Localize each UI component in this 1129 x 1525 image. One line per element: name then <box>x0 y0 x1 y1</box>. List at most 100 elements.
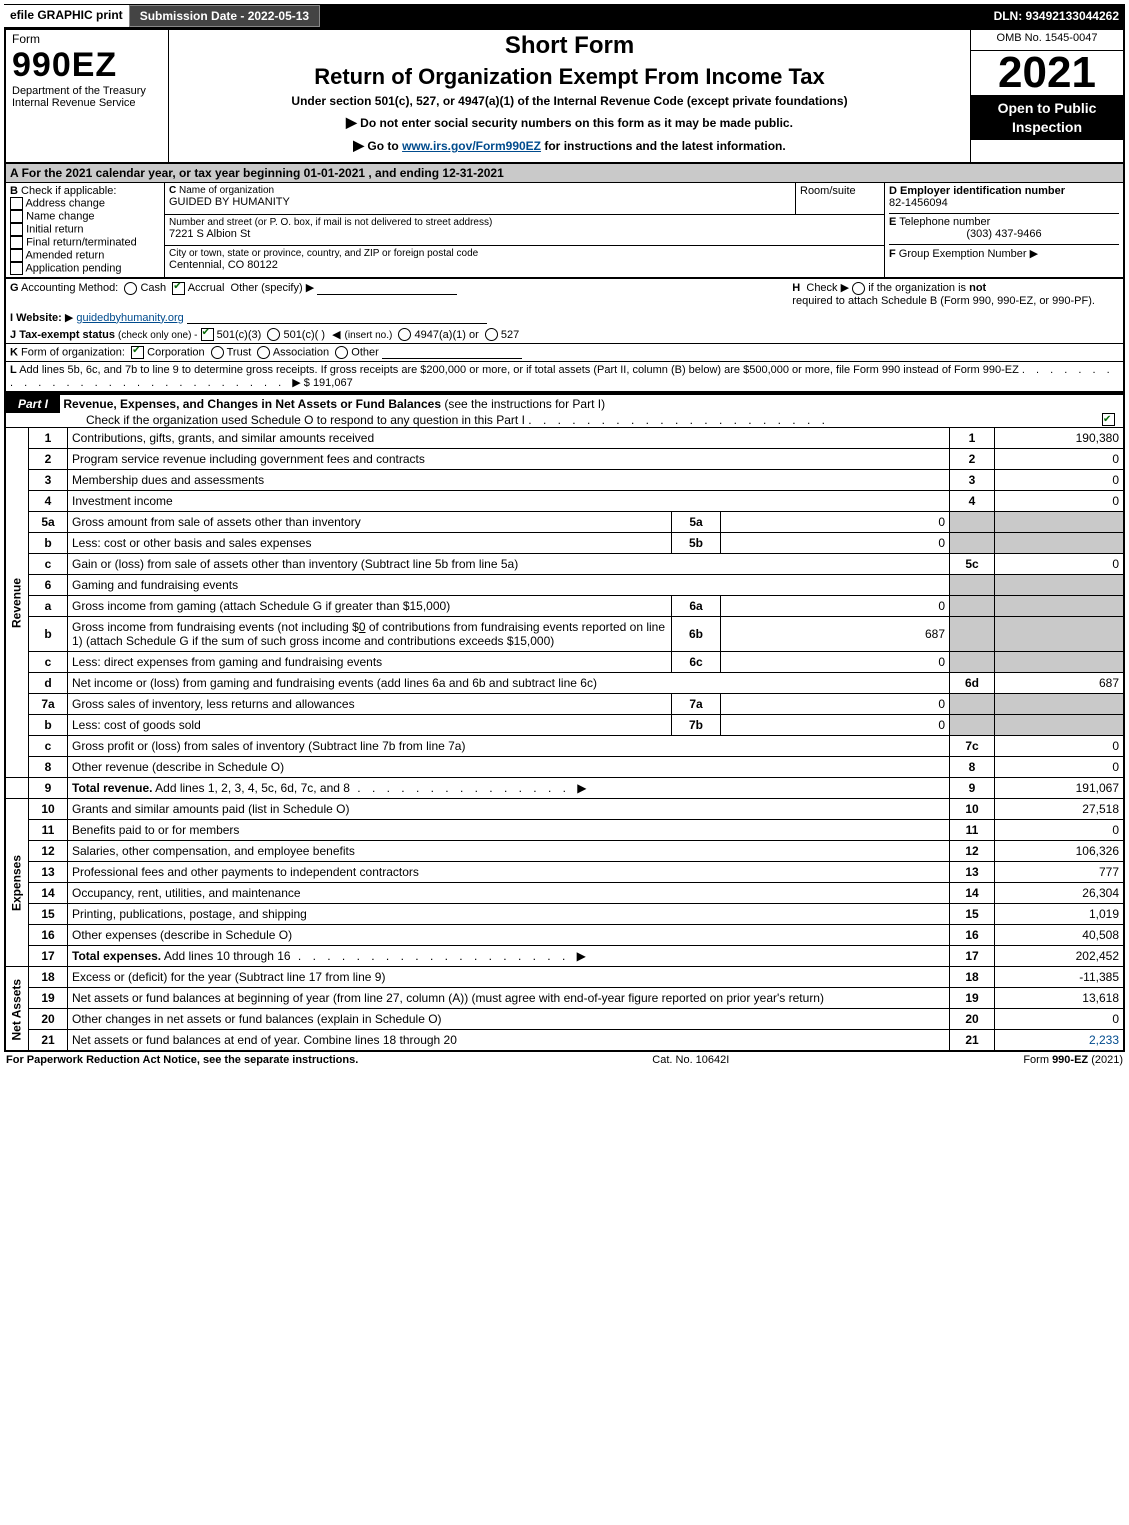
line-5c-desc: Gain or (loss) from sale of assets other… <box>68 554 950 575</box>
tax-year: 2021 <box>971 51 1123 95</box>
other-method-input[interactable] <box>317 282 457 295</box>
line-18-desc: Excess or (deficit) for the year (Subtra… <box>68 967 950 988</box>
line-3-value: 0 <box>995 470 1125 491</box>
line-10-desc: Grants and similar amounts paid (list in… <box>68 799 950 820</box>
line-20-value: 0 <box>995 1009 1125 1030</box>
netassets-label: Net Assets <box>5 967 29 1052</box>
part1-title: Revenue, Expenses, and Changes in Net As… <box>63 397 441 411</box>
line-17-desc: Total expenses. Add lines 10 through 16 … <box>68 946 950 967</box>
line-7a-desc: Gross sales of inventory, less returns a… <box>68 694 672 715</box>
street-address: 7221 S Albion St <box>169 228 880 240</box>
radio-trust[interactable] <box>211 346 224 359</box>
line-1-desc: Contributions, gifts, grants, and simila… <box>68 428 950 449</box>
form-number: 990EZ <box>12 46 162 85</box>
city-label: City or town, state or province, country… <box>169 248 880 259</box>
line-15-desc: Printing, publications, postage, and shi… <box>68 904 950 925</box>
line-9-value: 191,067 <box>995 778 1125 799</box>
g-label: Accounting Method: <box>21 282 118 294</box>
check-amended-return[interactable] <box>10 249 23 262</box>
telephone: (303) 437-9466 <box>889 228 1119 240</box>
line-12-value: 106,326 <box>995 841 1125 862</box>
line-16-desc: Other expenses (describe in Schedule O) <box>68 925 950 946</box>
irs-label: Internal Revenue Service <box>12 97 162 109</box>
line-6d-value: 687 <box>995 673 1125 694</box>
line-14-desc: Occupancy, rent, utilities, and maintena… <box>68 883 950 904</box>
check-application-pending[interactable] <box>10 262 23 275</box>
l-amount: $ 191,067 <box>304 377 353 389</box>
check-initial-return[interactable] <box>10 223 23 236</box>
line-13-desc: Professional fees and other payments to … <box>68 862 950 883</box>
line-6c-value: 0 <box>721 652 950 673</box>
line-6b-value: 687 <box>721 617 950 652</box>
line-11-desc: Benefits paid to or for members <box>68 820 950 841</box>
form-word: Form <box>12 32 162 46</box>
line-6d-desc: Net income or (loss) from gaming and fun… <box>68 673 950 694</box>
radio-4947[interactable] <box>398 328 411 341</box>
line-19-desc: Net assets or fund balances at beginning… <box>68 988 950 1009</box>
top-bar: efile GRAPHIC print Submission Date - 20… <box>4 4 1125 28</box>
line-15-value: 1,019 <box>995 904 1125 925</box>
city-state-zip: Centennial, CO 80122 <box>169 259 880 271</box>
submission-date: Submission Date - 2022-05-13 <box>129 5 320 27</box>
efile-print-button[interactable]: efile GRAPHIC print <box>4 5 129 27</box>
check-name-change[interactable] <box>10 210 23 223</box>
revenue-label: Revenue <box>5 428 29 778</box>
dept-treasury: Department of the Treasury <box>12 85 162 97</box>
line-12-desc: Salaries, other compensation, and employ… <box>68 841 950 862</box>
line-6c-desc: Less: direct expenses from gaming and fu… <box>68 652 672 673</box>
c-label: Name of organization <box>179 185 274 196</box>
short-form-title: Short Form <box>175 32 964 60</box>
check-schedule-o[interactable] <box>1102 413 1115 426</box>
line-5b-desc: Less: cost or other basis and sales expe… <box>68 533 672 554</box>
form-header: Form 990EZ Department of the Treasury In… <box>4 28 1125 164</box>
page-footer: For Paperwork Reduction Act Notice, see … <box>4 1052 1125 1068</box>
open-to-public: Open to Public Inspection <box>971 95 1123 139</box>
entity-block: B Check if applicable: Address change Na… <box>4 182 1125 279</box>
radio-527[interactable] <box>485 328 498 341</box>
website-link[interactable]: guidedbyhumanity.org <box>76 312 183 324</box>
under-section: Under section 501(c), 527, or 4947(a)(1)… <box>175 94 964 108</box>
line-17-value: 202,452 <box>995 946 1125 967</box>
line-2-value: 0 <box>995 449 1125 470</box>
line-5c-value: 0 <box>995 554 1125 575</box>
line-5a-value: 0 <box>721 512 950 533</box>
check-accrual[interactable] <box>172 282 185 295</box>
check-final-return[interactable] <box>10 236 23 249</box>
radio-association[interactable] <box>257 346 270 359</box>
line-7b-desc: Less: cost of goods sold <box>68 715 672 736</box>
line-8-desc: Other revenue (describe in Schedule O) <box>68 757 950 778</box>
check-501c3[interactable] <box>201 328 214 341</box>
line-20-desc: Other changes in net assets or fund bala… <box>68 1009 950 1030</box>
line-6-desc: Gaming and fundraising events <box>68 575 950 596</box>
footer-cat-no: Cat. No. 10642I <box>652 1054 729 1066</box>
radio-501c[interactable] <box>267 328 280 341</box>
check-address-change[interactable] <box>10 197 23 210</box>
irs-link[interactable]: www.irs.gov/Form990EZ <box>402 139 541 153</box>
row-a-tax-year: A For the 2021 calendar year, or tax yea… <box>4 164 1125 182</box>
line-8-value: 0 <box>995 757 1125 778</box>
radio-other[interactable] <box>335 346 348 359</box>
line-13-value: 777 <box>995 862 1125 883</box>
line-6a-value: 0 <box>721 596 950 617</box>
k-label: Form of organization: <box>21 347 125 359</box>
line-2-desc: Program service revenue including govern… <box>68 449 950 470</box>
return-title: Return of Organization Exempt From Incom… <box>175 64 964 90</box>
b-label: Check if applicable: <box>21 185 116 197</box>
org-name: GUIDED BY HUMANITY <box>169 196 791 208</box>
line-4-value: 0 <box>995 491 1125 512</box>
d-label: Employer identification number <box>900 185 1065 197</box>
radio-h[interactable] <box>852 282 865 295</box>
check-corporation[interactable] <box>131 346 144 359</box>
i-label: Website: <box>16 312 62 324</box>
line-5a-desc: Gross amount from sale of assets other t… <box>68 512 672 533</box>
radio-cash[interactable] <box>124 282 137 295</box>
lower-entity-block: G Accounting Method: Cash Accrual Other … <box>4 279 1125 393</box>
footer-right: Form 990-EZ (2021) <box>1023 1054 1123 1066</box>
goto-line: ▶ Go to www.irs.gov/Form990EZ for instru… <box>175 137 964 154</box>
line-1-value: 190,380 <box>995 428 1125 449</box>
line-6a-desc: Gross income from gaming (attach Schedul… <box>68 596 672 617</box>
e-label: Telephone number <box>899 216 990 228</box>
ein: 82-1456094 <box>889 197 1119 209</box>
line-11-value: 0 <box>995 820 1125 841</box>
line-7c-value: 0 <box>995 736 1125 757</box>
